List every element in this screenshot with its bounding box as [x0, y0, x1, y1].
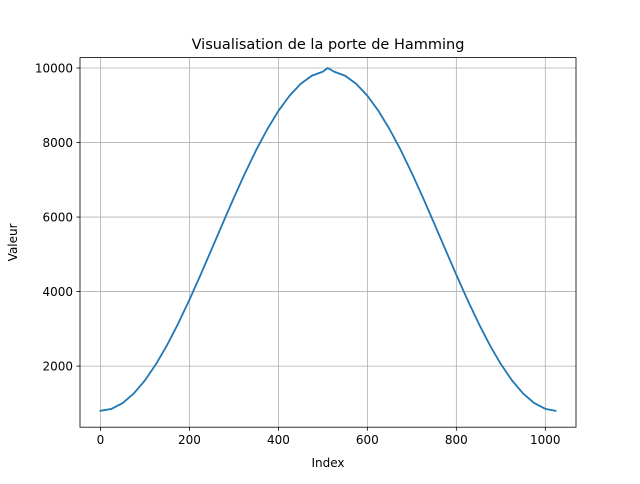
y-axis-label: Valeur: [6, 223, 20, 261]
x-axis-label: Index: [311, 456, 344, 470]
plot-area-frame: [79, 57, 577, 428]
x-tick-label: 800: [445, 433, 468, 447]
series-layer: [99, 67, 557, 412]
x-tick-label: 400: [267, 433, 290, 447]
x-tick-label: 600: [356, 433, 379, 447]
y-tick-label: 6000: [42, 210, 73, 224]
series-line: [99, 67, 557, 412]
x-tick-label: 0: [97, 433, 105, 447]
y-tick-label: 8000: [42, 136, 73, 150]
y-axis-ticks: 2000 4000 6000 8000 10000: [35, 61, 80, 373]
y-tick-label: 4000: [42, 285, 73, 299]
y-tick-label: 2000: [42, 359, 73, 373]
x-tick-label: 200: [178, 433, 201, 447]
y-tick-label: 10000: [35, 61, 73, 75]
x-tick-label: 1000: [530, 433, 561, 447]
chart-title: Visualisation de la porte de Hamming: [192, 37, 465, 53]
x-axis-ticks: 0 200 400 600 800 1000: [97, 427, 561, 447]
